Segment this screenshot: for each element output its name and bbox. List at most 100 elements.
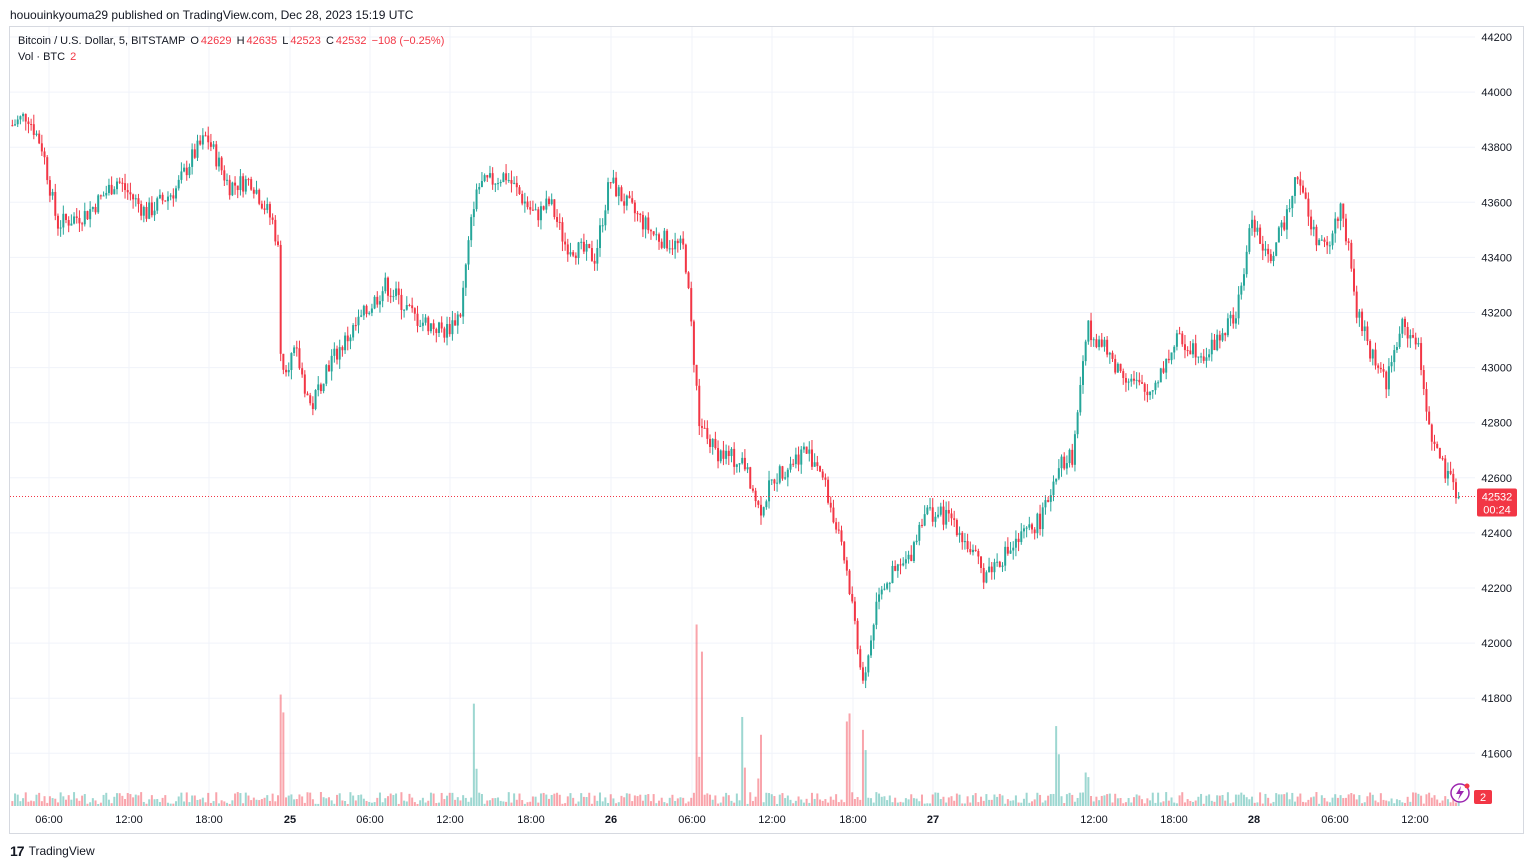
candle-body: [451, 320, 454, 335]
candle-body: [16, 119, 19, 125]
volume-bar: [1296, 796, 1299, 806]
candle-body: [70, 223, 73, 226]
candle-body: [607, 182, 610, 211]
candle-body: [1425, 388, 1428, 412]
volume-bar: [494, 798, 497, 806]
volume-bar: [456, 797, 459, 806]
candle-body: [993, 562, 996, 573]
volume-bar: [1438, 802, 1441, 806]
volume-bar: [1159, 802, 1162, 806]
volume-bar: [338, 793, 341, 806]
volume-bar: [990, 799, 993, 806]
x-tick-label: 12:00: [436, 814, 464, 826]
candle-body: [1403, 318, 1406, 327]
volume-bar: [923, 803, 926, 806]
candle-body: [1371, 349, 1374, 359]
candle-body: [1025, 527, 1028, 529]
volume-bar: [1377, 802, 1380, 806]
volume-bar: [609, 794, 612, 806]
candle-body: [1328, 245, 1331, 247]
volume-bar: [1285, 792, 1288, 806]
volume-bar: [1261, 803, 1264, 806]
candle-body: [397, 288, 400, 295]
candle-body: [1124, 378, 1127, 383]
candle-body: [1398, 333, 1401, 347]
candle-body: [1414, 337, 1417, 345]
volume-bar: [902, 802, 905, 806]
candle-body: [502, 173, 505, 182]
candle-body: [749, 467, 752, 489]
candle-body: [161, 194, 164, 201]
volume-bar: [717, 803, 720, 806]
candle-body: [631, 198, 634, 203]
candle-body: [759, 504, 762, 516]
candle-body: [1006, 546, 1009, 554]
volume-bar: [1318, 803, 1321, 806]
volume-bar: [1334, 794, 1337, 806]
candle-body: [327, 365, 330, 372]
candle-body: [126, 190, 129, 193]
candle-body: [1186, 350, 1189, 352]
volume-bar: [333, 803, 336, 806]
candle-body: [768, 480, 771, 502]
volume-bar: [1224, 800, 1227, 806]
volume-bar: [73, 792, 76, 806]
volume-bar: [920, 794, 923, 806]
volume-bar: [1342, 798, 1345, 806]
volume-bar: [813, 798, 816, 806]
candle-body: [1296, 177, 1299, 180]
volume-bar: [448, 792, 451, 806]
volume-bar: [24, 792, 27, 806]
volume-bar: [513, 793, 516, 806]
chart-frame[interactable]: [9, 26, 1524, 834]
volume-bar: [1060, 796, 1063, 806]
candle-body: [1084, 341, 1087, 362]
volume-bar: [668, 797, 671, 806]
volume-bar: [1218, 795, 1221, 806]
candle-body: [1068, 449, 1071, 464]
footer-brand: TradingView: [28, 844, 95, 858]
candle-body: [1248, 228, 1251, 252]
volume-bar: [486, 800, 489, 806]
volume-bar: [1409, 801, 1412, 806]
candle-body: [40, 143, 43, 152]
volume-bar: [1226, 792, 1229, 806]
y-tick-label: 42400: [1481, 528, 1512, 540]
volume-bar: [759, 734, 762, 806]
x-tick-label: 18:00: [195, 814, 223, 826]
volume-bar: [1293, 801, 1296, 806]
candle-body: [1111, 352, 1114, 359]
candle-body: [781, 466, 784, 479]
candle-body: [1009, 550, 1012, 554]
volume-bar: [861, 729, 864, 806]
candle-body: [615, 177, 618, 197]
volume-bar: [1175, 803, 1178, 806]
volume-bar: [502, 801, 505, 806]
volume-bar: [781, 793, 784, 806]
volume-bar: [1401, 802, 1404, 806]
volume-bar: [132, 797, 135, 806]
candle-body: [641, 214, 644, 230]
candle-body: [1052, 481, 1055, 496]
candle-body: [1369, 341, 1372, 359]
candle-body: [204, 135, 207, 137]
candle-body: [660, 241, 663, 248]
volume-bar: [134, 794, 137, 806]
candle-body: [915, 540, 918, 543]
candle-body: [1452, 473, 1455, 483]
candle-body: [1304, 192, 1307, 199]
candle-body: [743, 457, 746, 470]
volume-bar: [295, 799, 298, 806]
candle-body: [786, 469, 789, 478]
bar-countdown: 00:24: [1483, 505, 1511, 517]
candle-body: [891, 565, 894, 584]
volume-bar: [746, 803, 749, 806]
candle-body: [947, 509, 950, 514]
volume-bar: [440, 792, 443, 806]
volume-bar: [1135, 794, 1138, 806]
candle-body: [609, 182, 612, 184]
volume-bar: [327, 797, 330, 806]
volume-bar: [1009, 800, 1012, 806]
candle-body: [886, 583, 889, 589]
